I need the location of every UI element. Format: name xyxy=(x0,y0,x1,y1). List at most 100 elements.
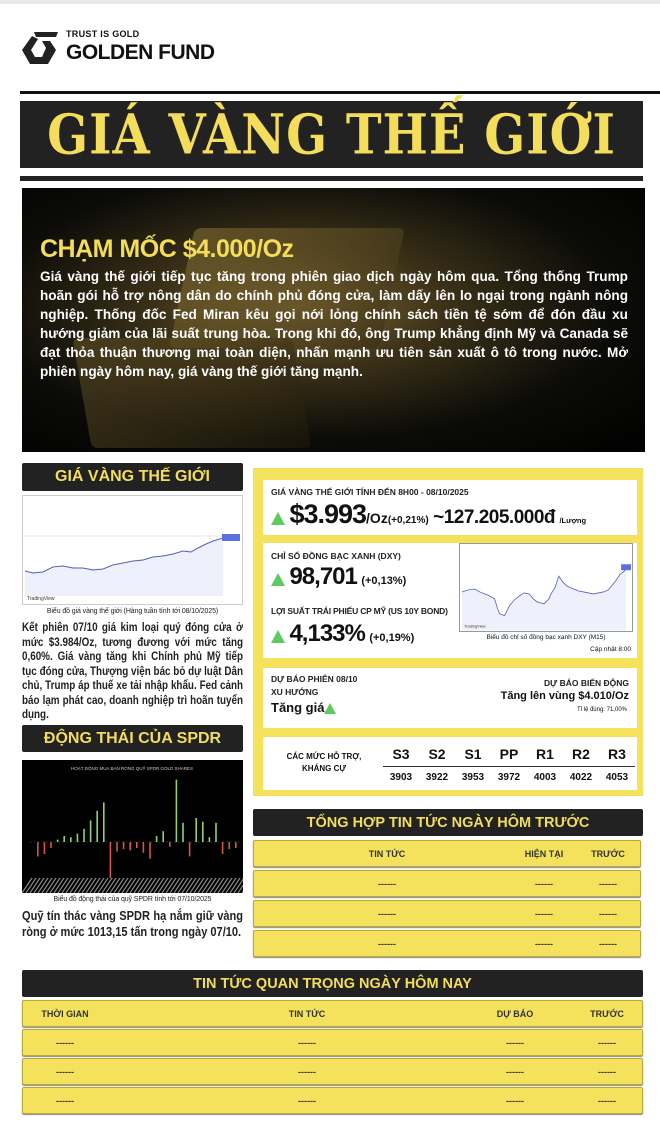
hatch-line xyxy=(33,877,45,894)
sr-header: R1 xyxy=(536,745,554,762)
hero-text: Giá vàng thế giới tiếp tục tăng trong ph… xyxy=(40,269,628,379)
spdr-bar xyxy=(50,842,52,848)
hatch-line xyxy=(225,877,237,894)
hatch-line xyxy=(49,877,61,894)
dxy-bond-card: CHỈ SỐ ĐỒNG BẠC XANH (DXY) 98,701 (+0,13… xyxy=(263,543,637,658)
gold-chart-caption: Biểu đồ giá vàng thế giới (Hàng tuần tín… xyxy=(46,608,219,615)
hatch-line xyxy=(197,877,209,894)
top-strip xyxy=(0,0,660,4)
hatch-line xyxy=(77,877,89,894)
page-title-banner: GIÁ VÀNG THẾ GIỚI xyxy=(20,101,643,168)
spdr-bar xyxy=(142,842,145,853)
up-arrow-icon xyxy=(324,703,337,715)
bond-change: (+0,19%) xyxy=(369,632,415,644)
hatch-line xyxy=(93,877,105,894)
trend-label: XU HƯỚNG xyxy=(271,687,319,697)
spdr-bar xyxy=(235,842,237,848)
table-cell: ------ xyxy=(378,878,396,889)
table-cell: ------ xyxy=(598,1066,616,1077)
dxy-chart-line xyxy=(461,568,627,617)
price-label: GIÁ VÀNG THẾ GIỚI TÍNH ĐẾN 8H00 - 08/10/… xyxy=(271,487,469,497)
up-arrow-icon xyxy=(271,573,285,587)
sr-header: PP xyxy=(499,745,519,762)
dxy-value: 98,701 xyxy=(289,563,357,590)
gold-summary-text: Kết phiên 07/10 giá kim loại quý đóng cử… xyxy=(22,621,243,721)
hatch-line xyxy=(217,877,229,894)
dxy-chart-caption: Biểu đồ chỉ số đồng bạc xanh DXY (M15) xyxy=(486,634,606,641)
divider xyxy=(20,176,643,181)
table-header-row: THỜI GIAN TIN TỨC DỰ BÁO TRƯỚC xyxy=(22,1000,643,1027)
table-cell: ------ xyxy=(56,1037,74,1048)
hatch-line xyxy=(105,877,117,894)
spdr-bar xyxy=(103,802,105,842)
sr-header: S2 xyxy=(428,745,446,762)
sr-value: 4003 xyxy=(533,771,557,783)
sr-header: R2 xyxy=(572,745,590,762)
gold-price-chart: TradingView xyxy=(22,495,243,605)
table-cell: ------ xyxy=(298,1037,316,1048)
hatch-line xyxy=(37,877,49,894)
hatch-line xyxy=(157,877,169,894)
spdr-bar xyxy=(116,842,118,852)
sr-value: 3922 xyxy=(425,771,449,783)
spdr-bar xyxy=(76,833,79,842)
hatch-line xyxy=(133,877,145,894)
spdr-bar xyxy=(83,828,85,842)
hatch-line xyxy=(221,877,233,894)
table-row: ------ ------ ------ ------ xyxy=(22,1029,643,1056)
hatch-line xyxy=(41,877,53,894)
spdr-bar xyxy=(149,842,151,859)
spdr-bar xyxy=(56,839,59,842)
tradingview-logo: TradingView xyxy=(27,596,55,602)
spdr-chart-title: HOẠT ĐỘNG MUA BÁN RÒNG QUỸ SPDR GOLD SHA… xyxy=(71,765,193,771)
column-header: TIN TỨC xyxy=(368,848,406,859)
spdr-bar xyxy=(202,821,204,842)
hatch-line xyxy=(97,877,109,894)
hatch-line xyxy=(169,877,181,894)
table-cell: ------ xyxy=(378,908,396,919)
left-column: GIÁ VÀNG THẾ GIỚI TradingView Biểu đồ gi… xyxy=(21,463,269,940)
hatch-line xyxy=(229,877,241,894)
table-cell: ------ xyxy=(599,908,617,919)
hatch-line xyxy=(177,877,189,894)
column-header: TIN TỨC xyxy=(288,1008,326,1019)
spdr-bar xyxy=(188,842,191,857)
hatch-line xyxy=(25,877,37,894)
hatch-line xyxy=(189,877,201,894)
table-cell: ------ xyxy=(535,908,553,919)
column-header: TRƯỚC xyxy=(591,848,625,859)
spdr-bar xyxy=(162,831,164,842)
column-header: DỰ BÁO xyxy=(496,1008,534,1019)
up-arrow-icon xyxy=(271,512,285,526)
table-cell: ------ xyxy=(598,1095,616,1106)
hatch-line xyxy=(109,877,121,894)
hatch-line xyxy=(173,877,185,894)
gold-price: $3.993 xyxy=(289,499,367,529)
spdr-bar xyxy=(136,842,138,848)
column-header: THỜI GIAN xyxy=(41,1008,89,1019)
table-cell: ------ xyxy=(56,1095,74,1106)
table-row: ------ ------ ------ xyxy=(253,870,641,897)
tradingview-logo: TradingView xyxy=(464,624,486,629)
hatch-line xyxy=(233,877,245,894)
hatch-line xyxy=(45,877,57,894)
spdr-bar xyxy=(195,818,197,842)
support-resistance-card: CÁC MỨC HỖ TRỢ, KHÁNG CỰ S3 S2 S1 PP R1 R2 R3 … xyxy=(263,737,637,790)
price-vnd-unit: /Lượng xyxy=(559,516,587,525)
table-cell: ------ xyxy=(535,878,553,889)
hatch-line xyxy=(201,877,213,894)
spdr-bar xyxy=(43,842,46,854)
hatch-line xyxy=(81,877,93,894)
forecast-session: DỰ BÁO PHIÊN 08/10 xyxy=(271,674,358,684)
table-cell: ------ xyxy=(298,1095,316,1106)
hatch-line xyxy=(73,877,85,894)
volatility-label: DỰ BÁO BIẾN ĐỘNG xyxy=(544,678,629,688)
spdr-chart: HOẠT ĐỘNG MUA BÁN RÒNG QUỸ SPDR GOLD SHA… xyxy=(21,760,269,894)
dxy-change: (+0,13%) xyxy=(361,575,407,587)
gold-price-card: GIÁ VÀNG THẾ GIỚI TÍNH ĐẾN 8H00 - 08/10/… xyxy=(263,480,637,535)
spdr-bar xyxy=(96,810,98,842)
hatch-line xyxy=(21,877,33,894)
gold-chart-area xyxy=(25,538,223,596)
sr-header: S1 xyxy=(464,745,482,762)
table-row: ------ ------ ------ xyxy=(253,900,641,927)
